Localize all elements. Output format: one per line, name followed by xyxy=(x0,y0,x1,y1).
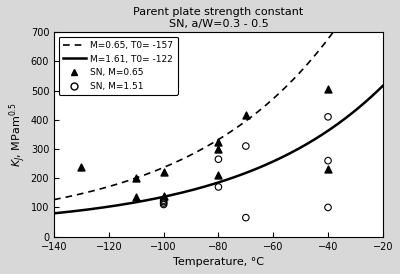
Point xyxy=(325,115,331,119)
Point xyxy=(160,199,167,204)
Point xyxy=(325,205,331,210)
Point xyxy=(215,157,222,161)
Point xyxy=(325,158,331,163)
Legend: M=0.65, T0= -157, M=1.61, T0= -122, SN, M=0.65, SN, M=1.51: M=0.65, T0= -157, M=1.61, T0= -122, SN, … xyxy=(58,37,178,95)
Point xyxy=(325,167,331,172)
Point xyxy=(133,195,140,199)
Point xyxy=(243,215,249,220)
Point xyxy=(243,144,249,148)
X-axis label: Temperature, °C: Temperature, °C xyxy=(173,257,264,267)
Point xyxy=(243,113,249,118)
Point xyxy=(160,170,167,175)
Y-axis label: $K_J$, MPam$^{0.5}$: $K_J$, MPam$^{0.5}$ xyxy=(7,102,28,167)
Point xyxy=(325,87,331,91)
Point xyxy=(215,147,222,151)
Point xyxy=(160,201,167,205)
Point xyxy=(215,185,222,189)
Point xyxy=(133,176,140,180)
Point xyxy=(78,164,85,169)
Point xyxy=(160,198,167,202)
Title: Parent plate strength constant
SN, a/W=0.3 - 0.5: Parent plate strength constant SN, a/W=0… xyxy=(133,7,304,28)
Point xyxy=(160,193,167,198)
Point xyxy=(215,173,222,178)
Point xyxy=(215,139,222,144)
Point xyxy=(160,202,167,207)
